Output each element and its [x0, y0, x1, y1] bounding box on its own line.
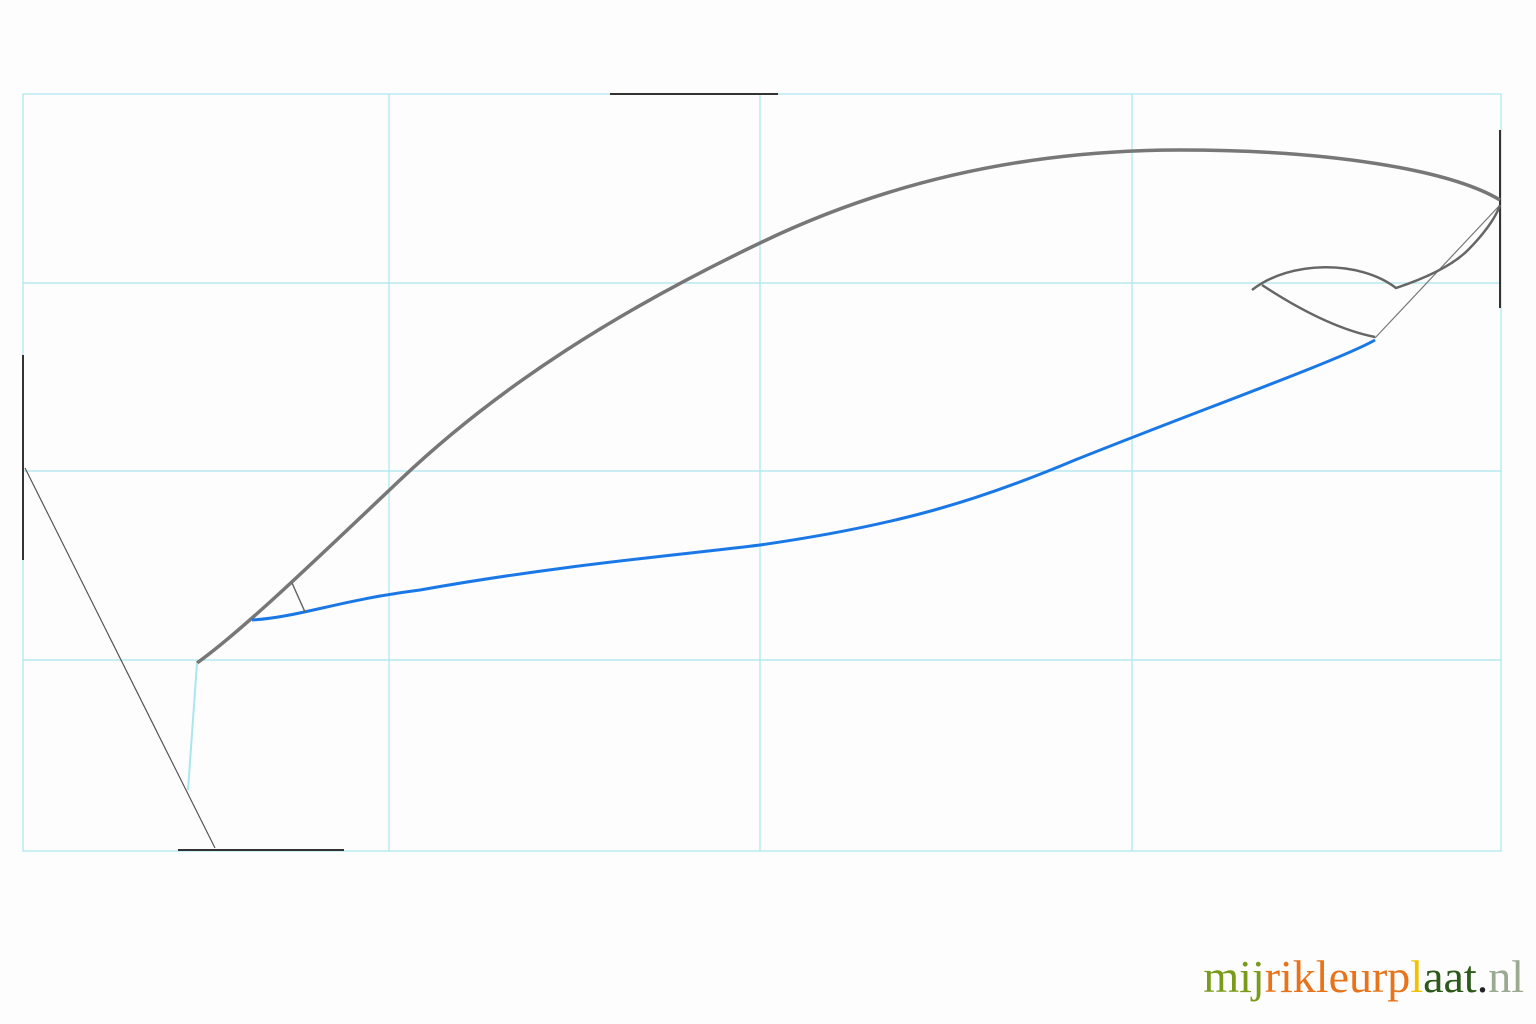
- watermark-part: nl: [1488, 951, 1524, 1002]
- mouth-bottom: [1261, 283, 1376, 339]
- body-bottom-outline: [251, 338, 1376, 622]
- frame-marks: [22, 93, 1501, 851]
- tail-guide: [187, 662, 198, 791]
- fin-line: [291, 582, 306, 613]
- watermark-part: .: [1476, 951, 1489, 1002]
- watermark-part: mij: [1203, 951, 1265, 1002]
- watermark-part: rikleurp: [1264, 951, 1411, 1002]
- mouth-top: [1251, 204, 1502, 291]
- guide-grid: [22, 93, 1502, 852]
- tail-line: [24, 467, 216, 849]
- guide-frame: [22, 93, 1502, 852]
- watermark-part: aat: [1423, 951, 1477, 1002]
- body-top-outline: [195, 148, 1501, 665]
- watermark-part: l: [1410, 951, 1424, 1002]
- watermark: mijrikleurplaat.nl: [1203, 950, 1524, 1003]
